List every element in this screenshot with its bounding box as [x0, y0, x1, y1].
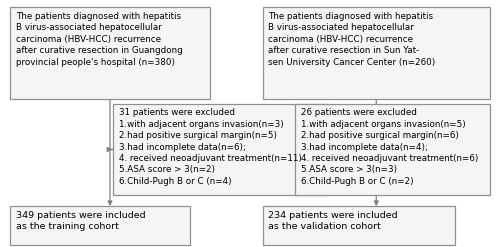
Text: 234 patients were included
as the validation cohort: 234 patients were included as the valida…: [268, 211, 398, 231]
FancyBboxPatch shape: [295, 104, 490, 195]
Text: 349 patients were included
as the training cohort: 349 patients were included as the traini…: [16, 211, 146, 231]
FancyBboxPatch shape: [10, 7, 210, 99]
FancyBboxPatch shape: [112, 104, 328, 195]
Text: The patients diagnosed with hepatitis
B virus-associated hepatocellular
carcinom: The patients diagnosed with hepatitis B …: [16, 12, 183, 67]
FancyBboxPatch shape: [262, 206, 455, 245]
FancyBboxPatch shape: [262, 7, 490, 99]
Text: The patients diagnosed with hepatitis
B virus-associated hepatocellular
carcinom: The patients diagnosed with hepatitis B …: [268, 12, 436, 67]
FancyBboxPatch shape: [10, 206, 190, 245]
Text: 31 patients were excluded
1.with adjacent organs invasion(n=3)
2.had positive su: 31 patients were excluded 1.with adjacen…: [118, 108, 302, 186]
Text: 26 patients were excluded
1.with adjacent organs invasion(n=5)
2.had positive su: 26 patients were excluded 1.with adjacen…: [301, 108, 478, 186]
